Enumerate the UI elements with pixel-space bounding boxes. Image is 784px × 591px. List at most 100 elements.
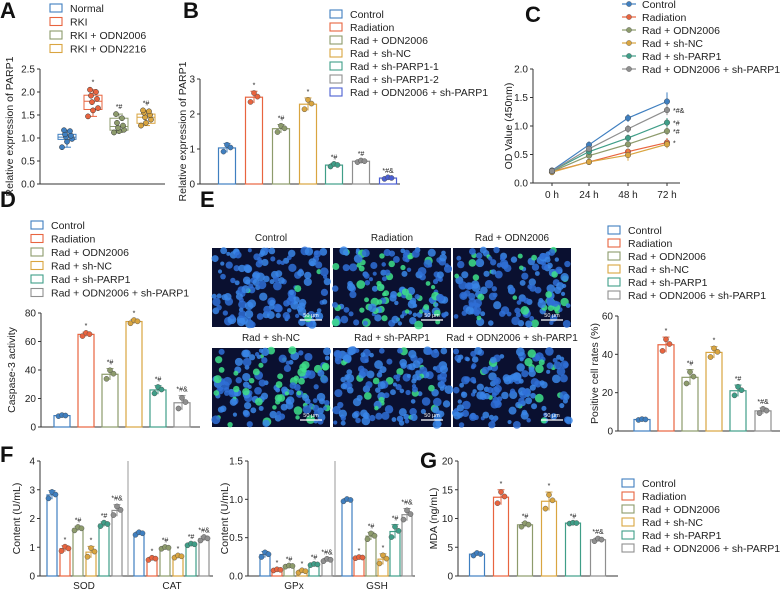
cell [372, 271, 377, 276]
cell [534, 286, 542, 294]
cell [408, 363, 416, 371]
bar [111, 509, 123, 577]
data-point [501, 493, 508, 500]
legend-label: Rad + ODN2006 [642, 504, 720, 516]
cell [256, 313, 264, 320]
cell [346, 386, 354, 394]
cell [480, 311, 486, 317]
legend-label: RKI + ODN2006 [70, 30, 146, 42]
y-tick-label: 0.0 [21, 180, 35, 191]
data-point [94, 96, 100, 102]
cell [360, 352, 366, 358]
cell [434, 302, 439, 307]
cell [396, 292, 402, 297]
data-point [52, 491, 59, 498]
cell [457, 399, 462, 404]
cell [238, 264, 246, 273]
legend-swatch [30, 233, 44, 244]
micrograph: Radiation 50 μm [331, 233, 453, 330]
cell [409, 317, 417, 325]
cell [545, 347, 554, 356]
cell [400, 264, 406, 271]
cell [479, 246, 487, 254]
cell [355, 417, 361, 424]
cell [476, 252, 483, 259]
bar [101, 373, 119, 428]
significance-label: *#& [321, 549, 333, 556]
data-point [111, 129, 117, 136]
legend-label: Rad + ODN2006 + sh-PARP1 [628, 290, 766, 302]
cell [384, 269, 391, 276]
cell [436, 293, 445, 302]
data-point [114, 503, 120, 510]
data-point [251, 90, 257, 96]
cell [480, 286, 488, 295]
data-point [625, 115, 632, 122]
data-point [625, 152, 632, 159]
data-point [664, 119, 671, 126]
micrograph-title: Rad + sh-PARP1 [354, 333, 430, 344]
y-tick-label: 0.0 [229, 572, 243, 583]
bar [217, 147, 237, 185]
significance-label: *#& [673, 108, 685, 115]
bar [46, 494, 58, 577]
cell [258, 405, 264, 411]
cell [453, 411, 462, 420]
cell [364, 297, 369, 303]
cell [483, 270, 490, 277]
y-tick-label: 0 [447, 572, 453, 583]
cell [428, 384, 435, 392]
cell [383, 392, 390, 399]
y-tick-label: 1.5 [229, 457, 243, 468]
data-point [687, 369, 693, 375]
y-tick-label: 20 [602, 388, 614, 399]
y-tick-label: 20 [25, 394, 37, 405]
data-point [625, 141, 632, 148]
series-line [551, 100, 668, 171]
cell [297, 269, 305, 277]
legend-label: Rad + sh-PARP1-1 [350, 61, 439, 73]
micrograph-title: Radiation [371, 233, 413, 244]
significance-label: *# [368, 523, 375, 530]
bar [324, 164, 344, 185]
cell [530, 392, 536, 399]
cell [306, 370, 316, 379]
cell [465, 357, 470, 362]
legend-label: Control [350, 9, 384, 21]
cell [283, 364, 292, 372]
bar [564, 522, 582, 577]
data-point [518, 523, 525, 530]
data-point [711, 345, 717, 352]
data-point [84, 553, 91, 560]
cell [437, 410, 445, 418]
cell [552, 300, 559, 307]
series-line [551, 143, 668, 173]
cell [519, 265, 524, 271]
y-tick-label: 2.5 [21, 65, 35, 76]
cell [313, 250, 321, 258]
cell [476, 383, 484, 391]
data-point [549, 168, 556, 175]
cell [511, 316, 520, 326]
cell [488, 414, 494, 420]
legend-swatch [49, 16, 63, 27]
significance-label: * [713, 338, 716, 345]
cell [512, 421, 521, 429]
cell [461, 376, 470, 385]
cell [381, 411, 390, 420]
cell [234, 280, 240, 286]
cell [364, 358, 369, 363]
y-axis-label: Positive cell rates (%) [589, 323, 601, 424]
legend-swatch [30, 274, 44, 284]
significance-label: * [548, 483, 551, 490]
legend-label: Rad + sh-NC [51, 261, 112, 273]
cell [242, 372, 251, 382]
cell [289, 382, 297, 389]
cell [400, 362, 407, 369]
data-point [85, 113, 91, 120]
cell [510, 256, 518, 263]
cell [264, 247, 270, 253]
micrograph: Rad + sh-NC 50 μm [211, 333, 331, 428]
cell [220, 247, 228, 255]
cell [313, 384, 319, 390]
